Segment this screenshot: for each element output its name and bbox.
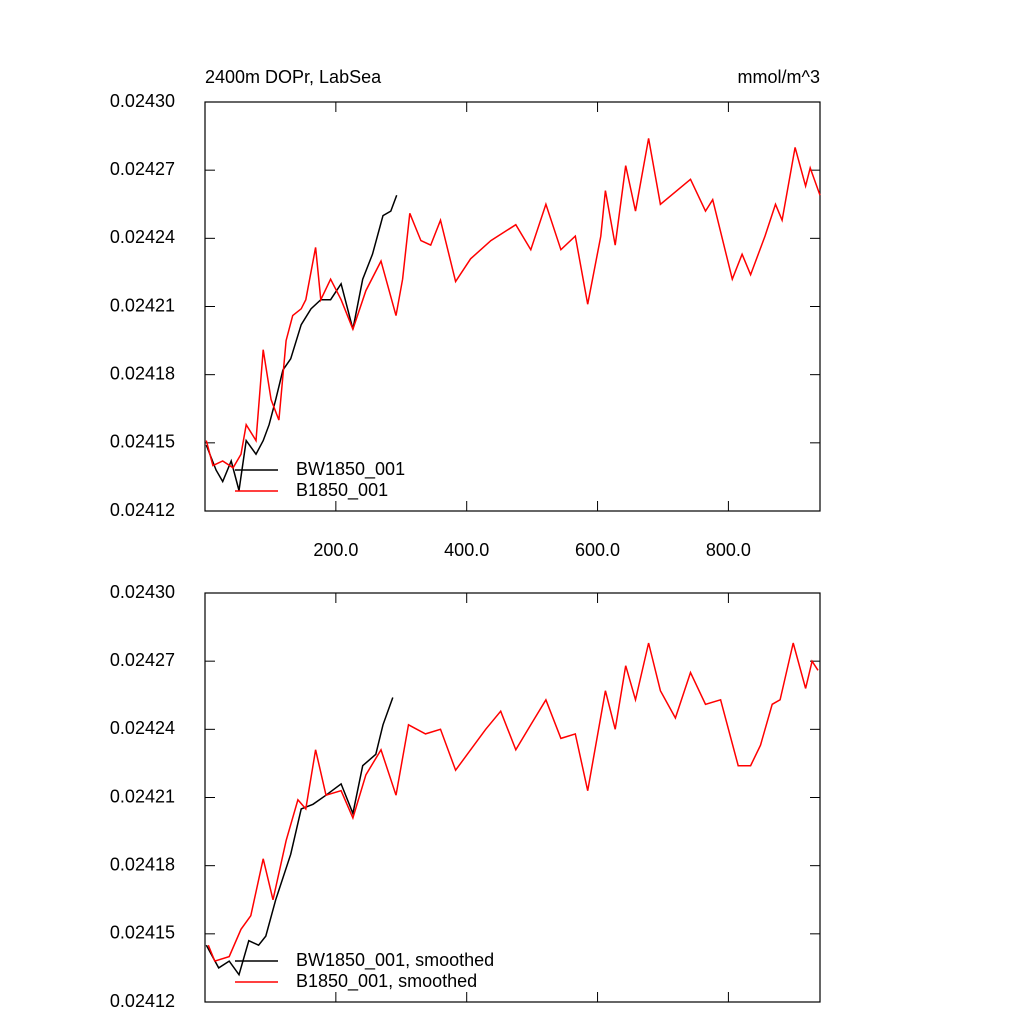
data-line bbox=[205, 138, 821, 469]
y-tick-label: 0.02430 bbox=[110, 582, 175, 602]
data-line bbox=[205, 697, 394, 977]
y-tick-label: 0.02424 bbox=[110, 227, 175, 247]
x-tick-label: 200.0 bbox=[313, 540, 358, 560]
x-tick-label: 400.0 bbox=[444, 540, 489, 560]
y-tick-label: 0.02421 bbox=[110, 295, 175, 315]
y-tick-label: 0.02430 bbox=[110, 91, 175, 111]
y-tick-label: 0.02412 bbox=[110, 991, 175, 1011]
legend-label: B1850_001 bbox=[296, 480, 388, 501]
y-tick-label: 0.02427 bbox=[110, 650, 175, 670]
chart-title: 2400m DOPr, LabSea bbox=[205, 67, 382, 87]
data-line bbox=[207, 642, 819, 963]
y-tick-label: 0.02427 bbox=[110, 159, 175, 179]
y-tick-label: 0.02421 bbox=[110, 786, 175, 806]
y-tick-label: 0.02412 bbox=[110, 500, 175, 520]
plot-frame bbox=[204, 592, 821, 1003]
legend-label: BW1850_001, smoothed bbox=[296, 950, 494, 971]
plot-frame bbox=[204, 101, 821, 512]
legend-label: B1850_001, smoothed bbox=[296, 971, 477, 992]
units-label: mmol/m^3 bbox=[738, 67, 820, 87]
legend-label: BW1850_001 bbox=[296, 459, 405, 480]
y-tick-label: 0.02415 bbox=[110, 432, 175, 452]
data-line bbox=[205, 194, 398, 491]
y-tick-label: 0.02415 bbox=[110, 923, 175, 943]
y-tick-label: 0.02424 bbox=[110, 718, 175, 738]
y-tick-label: 0.02418 bbox=[110, 854, 175, 874]
y-tick-label: 0.02418 bbox=[110, 363, 175, 383]
x-tick-label: 600.0 bbox=[575, 540, 620, 560]
x-tick-label: 800.0 bbox=[706, 540, 751, 560]
